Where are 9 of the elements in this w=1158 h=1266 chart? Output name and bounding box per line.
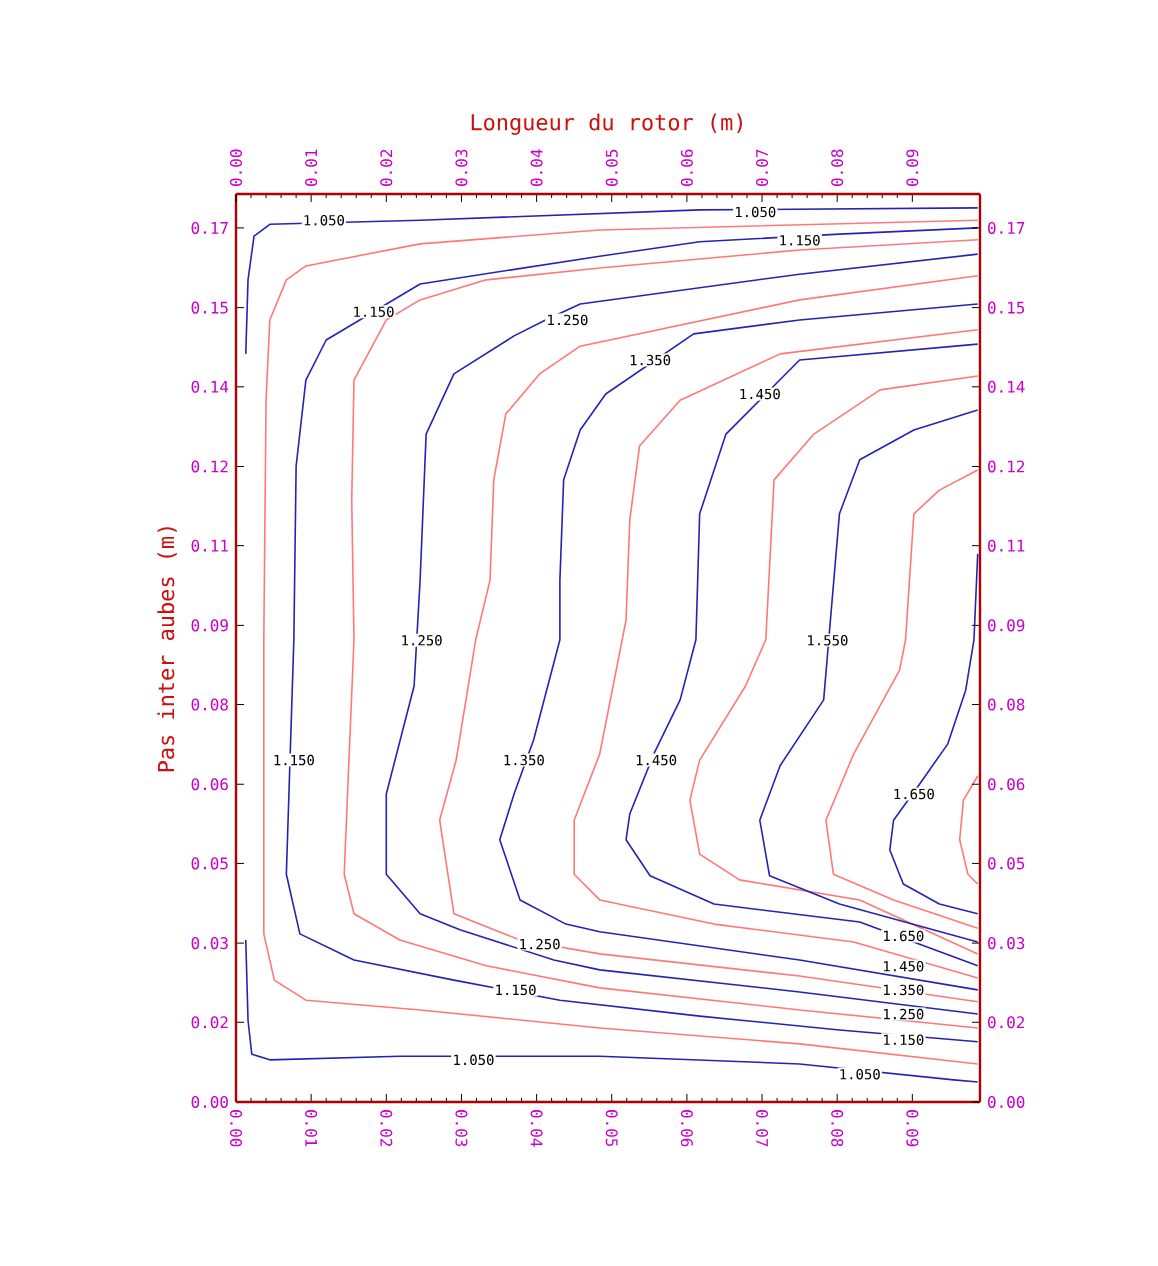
line-series (958, 775, 979, 885)
line-series (889, 553, 979, 915)
line-series (244, 207, 979, 355)
line-series (689, 375, 979, 955)
line-series (758, 409, 979, 943)
y-axis-title: Pas inter aubes (m) (157, 527, 177, 772)
line-series (573, 328, 979, 979)
x2-axis-title: Longueur du rotor (m) (471, 113, 742, 135)
line-series (244, 939, 979, 1083)
